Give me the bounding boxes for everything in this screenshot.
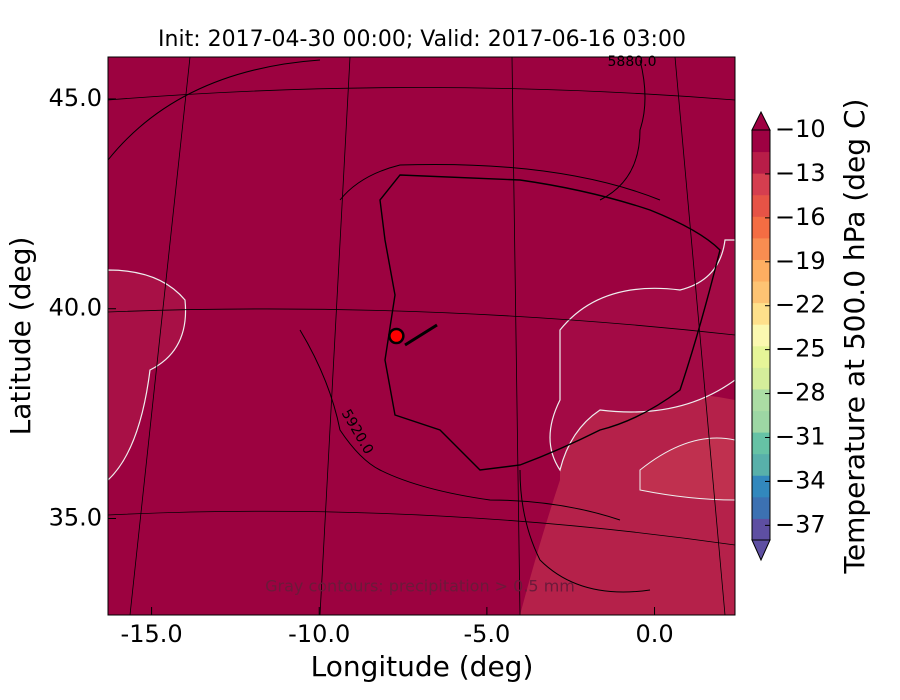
colorbar-segment (752, 130, 770, 153)
colorbar-segment (752, 237, 770, 260)
colorbar-segment (752, 432, 770, 455)
colorbar-tick-label: −19 (775, 247, 826, 275)
colorbar-tick-label: −34 (775, 466, 826, 494)
colorbar-segment (752, 194, 770, 217)
x-tick-label: 0.0 (635, 620, 673, 648)
colorbar-segment (752, 388, 770, 412)
coastline (108, 59, 651, 593)
colorbar-segment (752, 410, 770, 433)
colorbar-segment (752, 281, 770, 304)
colorbar-tick-label: −37 (775, 510, 826, 538)
height-contour (299, 163, 661, 521)
colorbar-segment (752, 151, 770, 174)
y-tick-label: 45.0 (49, 84, 102, 112)
annotation: Gray contours: precipitation > 0.5 mm (265, 577, 575, 596)
track (404, 323, 438, 347)
map-layer (108, 57, 735, 615)
colorbar-tick-label: −10 (775, 115, 826, 143)
colorbar-segment (752, 302, 770, 325)
x-tick-label: -5.0 (463, 620, 510, 648)
coastline (379, 174, 721, 471)
y-axis-label: Latitude (deg) (4, 237, 37, 436)
y-tick-label: 40.0 (49, 294, 102, 322)
location-marker (388, 327, 405, 345)
colorbar-extend (751, 110, 771, 131)
colorbar-segment (752, 453, 770, 476)
colorbar-segment (752, 216, 770, 239)
warm-region (108, 269, 187, 481)
colorbar-segment (752, 518, 770, 541)
meridian (129, 57, 726, 615)
colorbar-tick-label: −22 (775, 291, 826, 319)
y-tick-label: 35.0 (49, 504, 102, 532)
colorbar-segment (752, 475, 770, 498)
axes-frame (107, 56, 736, 616)
colorbar-extend (751, 539, 771, 562)
parallel (108, 87, 735, 546)
colorbar-tick-label: −31 (775, 423, 826, 451)
colorbar-segment (752, 259, 770, 282)
colorbar-segment (752, 496, 770, 519)
colorbar-frame (751, 129, 771, 541)
colorbar-tick-label: −16 (775, 203, 826, 231)
colorbar-segment (752, 367, 770, 390)
contour-label: 5880.0 (608, 54, 657, 70)
colorbar-label: Temperature at 500.0 hPa (deg C) (838, 99, 871, 575)
colorbar-segment (752, 324, 770, 347)
warm-region (549, 239, 735, 472)
colorbar-segment (752, 173, 770, 196)
title: Init: 2017-04-30 00:00; Valid: 2017-06-1… (158, 27, 686, 52)
x-axis-label: Longitude (deg) (311, 650, 534, 683)
colorbar-segment (752, 345, 770, 368)
colorbar-tick-label: −13 (775, 159, 826, 187)
colorbar-tick-label: −25 (775, 335, 826, 363)
warm-region (639, 437, 735, 501)
x-tick-label: -10.0 (288, 620, 350, 648)
colorbar-tick-label: −28 (775, 379, 826, 407)
x-tick-label: -15.0 (121, 620, 183, 648)
